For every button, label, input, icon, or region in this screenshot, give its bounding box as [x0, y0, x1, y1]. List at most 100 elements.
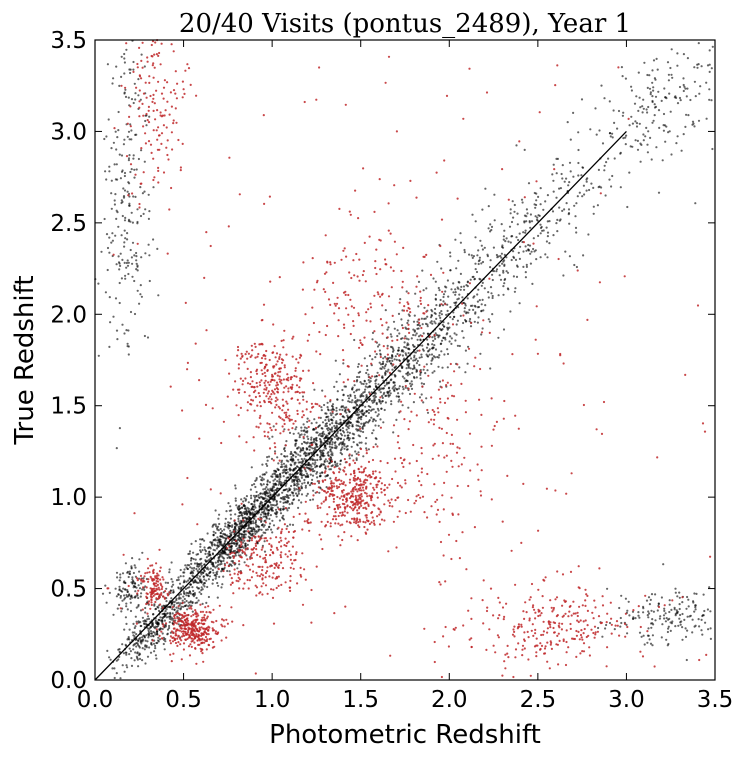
data-point-black [182, 571, 185, 574]
data-point-black [115, 263, 118, 266]
data-point-black [546, 235, 550, 238]
data-point-red [170, 660, 173, 663]
data-point-black [289, 468, 293, 471]
data-point-black [115, 217, 118, 220]
data-point-black [311, 467, 315, 471]
data-point-red [154, 576, 157, 579]
data-point-black [376, 371, 379, 374]
data-point-black [199, 550, 202, 554]
data-point-red [180, 617, 183, 620]
data-point-black [115, 672, 118, 675]
data-point-red [273, 566, 276, 570]
data-point-black [708, 49, 711, 52]
data-point-black [648, 638, 651, 641]
data-point-red [279, 370, 282, 373]
data-point-black [388, 386, 391, 389]
data-point-black [476, 293, 479, 296]
data-point-black [185, 599, 188, 603]
data-point-black [443, 325, 446, 328]
data-point-black [365, 400, 368, 403]
data-point-black [638, 631, 642, 634]
data-point-black [502, 271, 505, 274]
data-point-black [668, 603, 671, 606]
data-point-black [111, 239, 114, 242]
data-point-black [654, 105, 658, 108]
data-point-black [129, 123, 132, 126]
data-point-red [168, 591, 171, 594]
data-point-black [254, 510, 257, 513]
data-point-black [679, 621, 682, 624]
data-point-black [416, 323, 419, 327]
data-point-black [357, 424, 360, 427]
data-point-black [374, 424, 377, 427]
data-point-black [491, 294, 494, 298]
data-point-red [283, 422, 286, 426]
data-point-black [407, 406, 410, 409]
data-point-black [401, 392, 404, 395]
data-point-red [260, 369, 263, 372]
data-point-black [535, 258, 538, 261]
data-point-black [215, 573, 219, 576]
data-point-black [497, 255, 500, 258]
data-point-black [335, 380, 338, 383]
data-point-black [221, 552, 224, 555]
data-point-black [251, 508, 255, 511]
data-point-black [300, 442, 304, 445]
data-point-black [293, 487, 296, 490]
data-point-black [164, 640, 167, 643]
data-point-black [459, 288, 462, 291]
data-point-black [300, 426, 303, 429]
data-point-red [247, 530, 250, 533]
data-point-red [277, 526, 280, 529]
data-point-red [250, 576, 253, 579]
data-point-red [292, 536, 295, 539]
data-point-black [189, 583, 192, 586]
data-point-red [242, 379, 245, 382]
data-point-black [304, 463, 307, 466]
data-point-red [298, 386, 301, 389]
data-point-black [681, 612, 684, 616]
data-point-black [310, 441, 313, 445]
data-point-black [268, 517, 271, 521]
data-point-red [181, 601, 184, 605]
data-point-red [318, 404, 321, 407]
data-point-red [281, 528, 284, 531]
data-point-black [266, 456, 269, 459]
data-point-black [391, 368, 394, 371]
data-point-red [232, 388, 235, 391]
data-point-black [509, 241, 512, 244]
data-point-black [415, 362, 418, 365]
data-point-black [667, 627, 670, 630]
data-point-red [280, 358, 283, 361]
data-point-black [263, 540, 266, 543]
data-point-red [237, 363, 240, 366]
data-point-black [679, 623, 682, 626]
data-point-black [676, 595, 679, 598]
data-point-black [340, 406, 343, 409]
data-point-red [155, 585, 158, 588]
data-point-black [524, 231, 527, 234]
data-point-red [199, 647, 202, 650]
data-point-black [234, 484, 237, 487]
data-point-red [291, 337, 294, 340]
data-point-black [379, 363, 383, 366]
data-point-black [523, 148, 526, 151]
data-point-black [194, 540, 197, 543]
data-point-black [218, 522, 221, 526]
data-point-black [300, 449, 303, 452]
data-point-black [705, 81, 708, 84]
data-point-black [439, 298, 442, 302]
data-point-red [217, 568, 220, 571]
data-point-red [237, 570, 240, 574]
data-point-black [134, 590, 137, 593]
data-point-black [545, 240, 549, 243]
data-point-red [250, 537, 254, 540]
data-point-black [283, 428, 286, 431]
data-point-black [294, 475, 297, 479]
data-point-black [191, 572, 195, 575]
data-point-black [177, 587, 180, 590]
data-point-red [292, 422, 295, 425]
data-point-red [223, 564, 227, 567]
data-point-red [239, 545, 242, 548]
data-point-black [374, 382, 377, 385]
